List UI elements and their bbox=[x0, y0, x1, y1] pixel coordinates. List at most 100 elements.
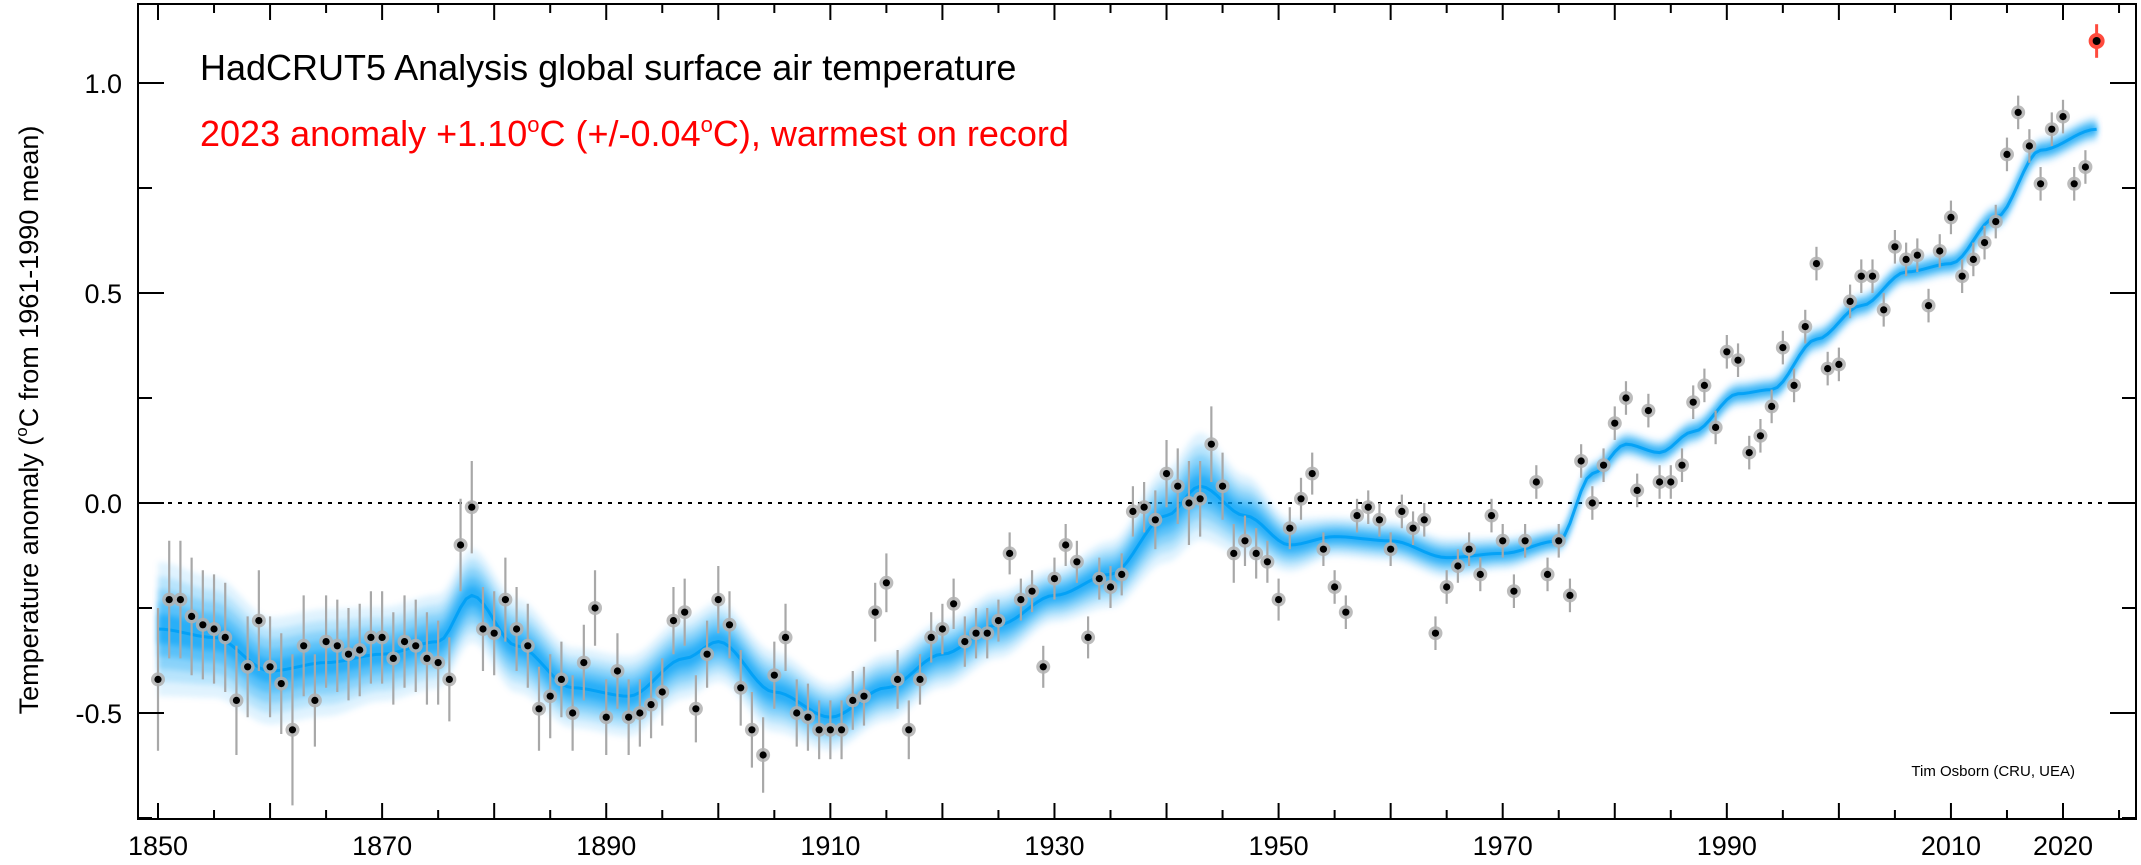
data-point-1953 bbox=[1308, 470, 1316, 478]
x-tick-label-1890: 1890 bbox=[576, 831, 636, 861]
data-point-1889 bbox=[591, 604, 599, 612]
trend-band-layer-4 bbox=[158, 126, 2097, 725]
data-point-2011 bbox=[1958, 272, 1966, 280]
data-point-1910 bbox=[826, 726, 834, 734]
x-tick-label-1970: 1970 bbox=[1473, 831, 1533, 861]
data-point-1877 bbox=[456, 541, 465, 549]
data-point-1999 bbox=[1824, 365, 1832, 373]
data-point-1944 bbox=[1207, 440, 1215, 448]
data-point-1928 bbox=[1028, 587, 1036, 595]
data-point-1938 bbox=[1140, 503, 1148, 511]
data-point-1974 bbox=[1543, 570, 1552, 579]
data-point-1918 bbox=[916, 675, 924, 684]
data-point-1890 bbox=[602, 713, 610, 721]
x-tick-label-2010: 2010 bbox=[1921, 831, 1981, 861]
subtitle-degree-1: o bbox=[527, 112, 539, 137]
data-point-1854 bbox=[199, 621, 207, 629]
data-point-1851 bbox=[165, 596, 173, 604]
data-point-1850 bbox=[154, 675, 162, 684]
data-point-1935 bbox=[1106, 583, 1115, 591]
data-point-1929 bbox=[1039, 663, 1047, 671]
data-point-2004 bbox=[1880, 306, 1888, 314]
data-point-1939 bbox=[1151, 516, 1159, 524]
data-point-2018 bbox=[2036, 180, 2045, 188]
data-point-1891 bbox=[613, 667, 622, 675]
data-point-1912 bbox=[849, 696, 857, 705]
data-point-1881 bbox=[501, 596, 509, 604]
data-point-1903 bbox=[748, 726, 756, 734]
data-point-1982 bbox=[1633, 486, 1641, 494]
data-point-1959 bbox=[1375, 516, 1384, 524]
data-point-2009 bbox=[1936, 247, 1944, 255]
data-point-1864 bbox=[311, 696, 319, 705]
data-point-1863 bbox=[300, 642, 308, 650]
data-point-1933 bbox=[1084, 633, 1092, 642]
data-point-1925 bbox=[994, 617, 1003, 625]
x-tick-label-1930: 1930 bbox=[1024, 831, 1084, 861]
data-point-1927 bbox=[1017, 596, 1025, 604]
data-point-1936 bbox=[1118, 570, 1126, 579]
data-point-1878 bbox=[468, 503, 476, 511]
data-point-1880 bbox=[490, 629, 498, 637]
data-point-1866 bbox=[333, 642, 341, 650]
data-point-1915 bbox=[882, 579, 890, 587]
data-point-1946 bbox=[1230, 549, 1238, 558]
data-point-1897 bbox=[681, 608, 689, 616]
data-point-1922 bbox=[961, 638, 969, 646]
data-point-1888 bbox=[580, 659, 588, 667]
data-point-2003 bbox=[1868, 272, 1877, 280]
data-point-1989 bbox=[1712, 423, 1720, 431]
data-point-1943 bbox=[1196, 495, 1204, 503]
data-point-2021 bbox=[2070, 180, 2078, 188]
x-tick-label-1870: 1870 bbox=[352, 831, 412, 861]
subtitle-mid: C (+/-0.04 bbox=[540, 113, 701, 154]
data-point-1884 bbox=[535, 705, 543, 713]
data-point-2002 bbox=[1857, 272, 1865, 280]
data-point-1895 bbox=[658, 688, 666, 696]
plot-frame bbox=[137, 3, 2137, 820]
data-point-1923 bbox=[972, 629, 980, 637]
data-point-1913 bbox=[860, 692, 868, 700]
data-point-1994 bbox=[1768, 402, 1776, 410]
subtitle-suffix: C), warmest on record bbox=[713, 113, 1069, 154]
data-point-2000 bbox=[1835, 360, 1843, 368]
data-point-1985 bbox=[1667, 478, 1675, 486]
axes: 1850 1870 1890 1910 1930 1950 1970 1990 2010 2020… bbox=[75, 4, 2136, 861]
data-point-1906 bbox=[781, 633, 790, 642]
data-point-2017 bbox=[2025, 142, 2033, 150]
data-point-2008 bbox=[1924, 302, 1933, 310]
data-point-2007 bbox=[1913, 251, 1921, 259]
data-point-2015 bbox=[2003, 150, 2011, 158]
data-point-1899 bbox=[703, 650, 711, 658]
data-point-1931 bbox=[1062, 541, 1070, 549]
data-point-1870 bbox=[378, 633, 386, 642]
data-point-1857 bbox=[232, 696, 241, 705]
data-point-1988 bbox=[1700, 381, 1709, 389]
data-point-1926 bbox=[1006, 549, 1014, 558]
data-point-1859 bbox=[255, 617, 263, 625]
data-point-2014 bbox=[1992, 218, 2000, 226]
data-point-1861 bbox=[277, 680, 285, 688]
data-point-1908 bbox=[804, 713, 812, 721]
credit-label: Tim Osborn (CRU, UEA) bbox=[1911, 763, 2075, 780]
data-point-1905 bbox=[770, 671, 778, 679]
data-point-1995 bbox=[1779, 344, 1787, 352]
data-point-1960 bbox=[1387, 545, 1395, 553]
x-tick-label-1950: 1950 bbox=[1249, 831, 1309, 861]
data-point-1964 bbox=[1431, 629, 1440, 637]
data-point-1956 bbox=[1342, 608, 1350, 616]
data-point-2006 bbox=[1902, 255, 1910, 263]
data-point-1977 bbox=[1577, 457, 1585, 465]
data-point-1937 bbox=[1129, 507, 1137, 515]
chart-subtitle: 2023 anomaly +1.10oC (+/-0.04oC), warmes… bbox=[200, 112, 1069, 154]
data-point-1973 bbox=[1532, 478, 1540, 486]
data-point-1962 bbox=[1409, 524, 1417, 532]
data-point-1914 bbox=[871, 608, 879, 616]
data-point-1904 bbox=[759, 751, 767, 759]
data-point-2022 bbox=[2081, 163, 2090, 171]
data-point-1987 bbox=[1689, 398, 1697, 406]
data-point-1855 bbox=[210, 625, 218, 633]
ylabel-prefix: Temperature anomaly ( bbox=[14, 437, 44, 715]
data-point-1991 bbox=[1734, 356, 1742, 364]
